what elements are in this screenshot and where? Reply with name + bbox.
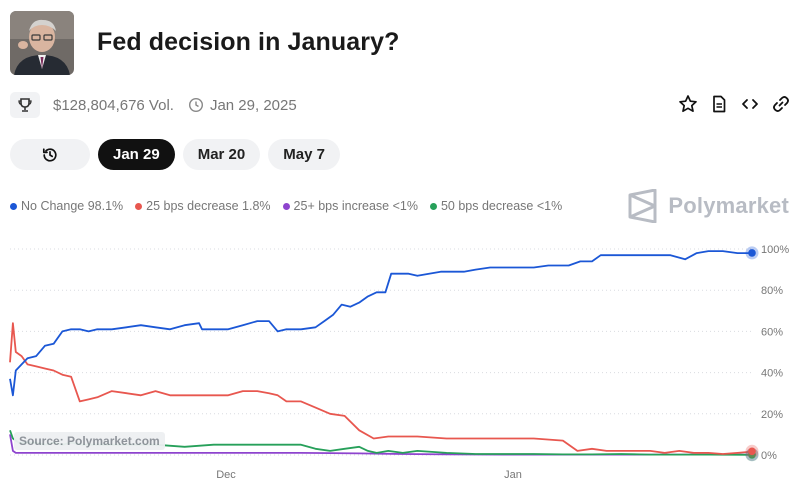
y-tick-label: 100% (761, 244, 789, 256)
legend-item: 50 bps decrease <1% (429, 199, 563, 213)
tab-may-7[interactable]: May 7 (268, 139, 340, 170)
clock-icon (188, 97, 203, 113)
link-icon[interactable] (771, 94, 791, 114)
polymarket-brand: Polymarket (628, 189, 789, 223)
series-end-markers (745, 246, 759, 462)
legend-item: 25+ bps increase <1% (282, 199, 418, 213)
legend-dot (282, 202, 290, 210)
star-icon[interactable] (678, 94, 698, 114)
market-meta: $128,804,676 Vol. Jan 29, 2025 (10, 92, 297, 118)
chart-grid (10, 248, 752, 456)
legend-label: 50 bps decrease <1% (440, 199, 563, 213)
series-line-no-change (9, 250, 753, 397)
action-bar (678, 94, 791, 114)
date-tabs: Jan 29 Mar 20 May 7 (10, 139, 340, 170)
code-icon[interactable] (740, 94, 760, 114)
market-avatar (10, 11, 74, 75)
history-icon (42, 147, 57, 162)
x-tick-label: Jan (504, 469, 522, 481)
tab-mar-20[interactable]: Mar 20 (182, 139, 261, 170)
y-tick-label: 0% (761, 450, 777, 462)
market-title: Fed decision in January? (97, 28, 400, 56)
y-tick-label: 40% (761, 368, 783, 380)
y-tick-label: 60% (761, 326, 783, 338)
y-tick-label: 20% (761, 409, 783, 421)
volume-text: $128,804,676 Vol. (53, 96, 174, 114)
legend-label: 25+ bps increase <1% (293, 199, 418, 213)
document-icon[interactable] (709, 94, 729, 114)
end-date-text: Jan 29, 2025 (209, 96, 297, 114)
legend-dot (10, 202, 17, 210)
trophy-button[interactable] (10, 92, 40, 118)
chart-legend: No Change 98.1% 25 bps decrease 1.8% 25+… (10, 199, 562, 213)
x-axis-ticks: Dec Jan (216, 469, 522, 481)
series-lines (9, 250, 753, 456)
brand-name: Polymarket (668, 193, 789, 218)
history-button[interactable] (10, 139, 90, 170)
legend-label: 25 bps decrease 1.8% (146, 199, 271, 213)
legend-item: No Change 98.1% (10, 199, 123, 213)
tab-jan-29[interactable]: Jan 29 (98, 139, 175, 170)
legend-dot (429, 202, 437, 210)
legend-dot (135, 202, 143, 210)
y-tick-label: 80% (761, 285, 783, 297)
series-end-point (748, 249, 756, 257)
trophy-icon (18, 98, 32, 112)
polymarket-logo-icon (628, 189, 657, 223)
source-label: Source: Polymarket.com (14, 432, 165, 450)
series-line-25-bps-decrease (9, 322, 753, 455)
series-end-point (748, 447, 756, 456)
x-tick-label: Dec (216, 469, 236, 481)
legend-label: No Change 98.1% (21, 199, 124, 213)
y-axis-ticks: 100% 80% 60% 40% 20% 0% (761, 244, 789, 462)
legend-item: 25 bps decrease 1.8% (135, 199, 271, 213)
